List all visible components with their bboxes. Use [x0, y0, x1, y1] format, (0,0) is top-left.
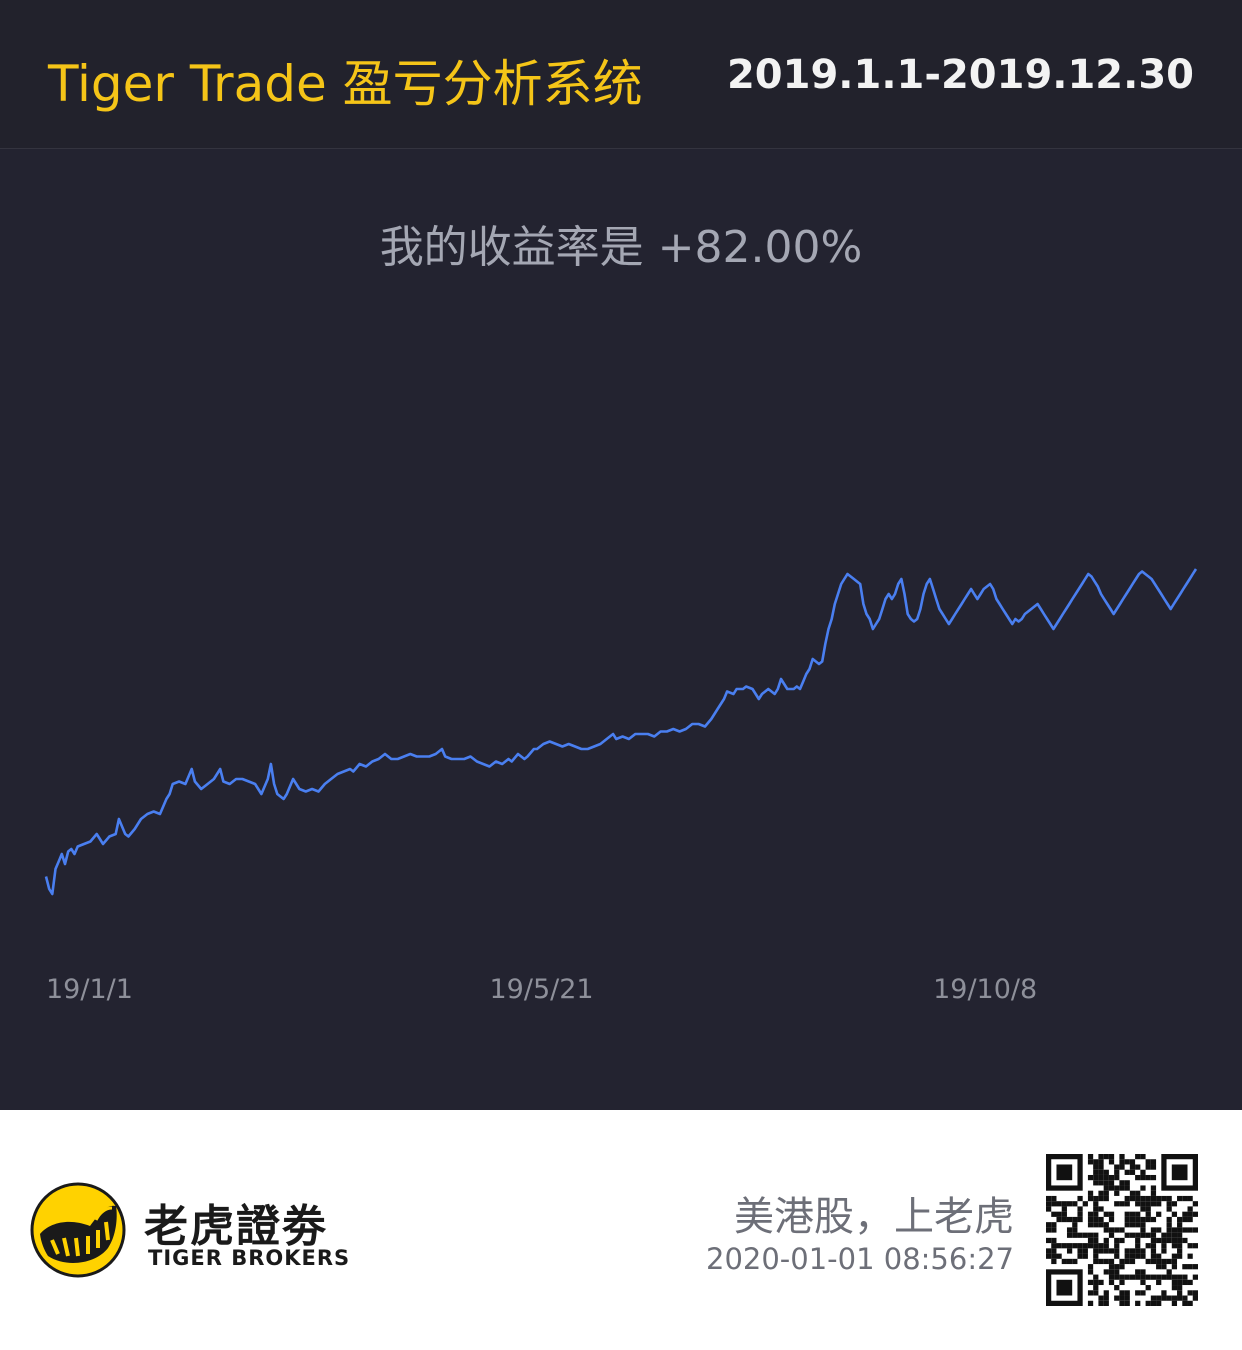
- brand-name-cn: 老虎證劵: [144, 1201, 328, 1252]
- pnl-line-chart: 19/1/1 19/5/21 19/10/8: [44, 568, 1198, 1005]
- header: Tiger Trade 盈亏分析系统 2019.1.1-2019.12.30: [0, 0, 1242, 149]
- date-range: 2019.1.1-2019.12.30: [726, 52, 1194, 98]
- tiger-logo-icon: [30, 1182, 126, 1278]
- series-line-0: [44, 568, 1198, 896]
- qr-code-icon[interactable]: [1046, 1154, 1198, 1306]
- x-tick-label: 19/10/8: [933, 974, 1037, 1005]
- x-tick-label: 19/5/21: [490, 974, 594, 1005]
- footer: 老虎證劵 TIGER BROKERS 美港股，上老虎 2020-01-01 08…: [0, 1110, 1242, 1350]
- timestamp: 2020-01-01 08:56:27: [706, 1242, 1014, 1276]
- x-tick-label: 19/1/1: [46, 974, 133, 1005]
- slogan: 美港股，上老虎: [734, 1194, 1014, 1240]
- brand-name-en: TIGER BROKERS: [148, 1246, 351, 1270]
- chart-panel: 我的收益率是 +82.00% 19/1/1 19/5/21 19/10/8: [0, 149, 1242, 1110]
- return-rate-text: 我的收益率是 +82.00%: [379, 222, 863, 273]
- app-title: Tiger Trade 盈亏分析系统: [48, 55, 643, 113]
